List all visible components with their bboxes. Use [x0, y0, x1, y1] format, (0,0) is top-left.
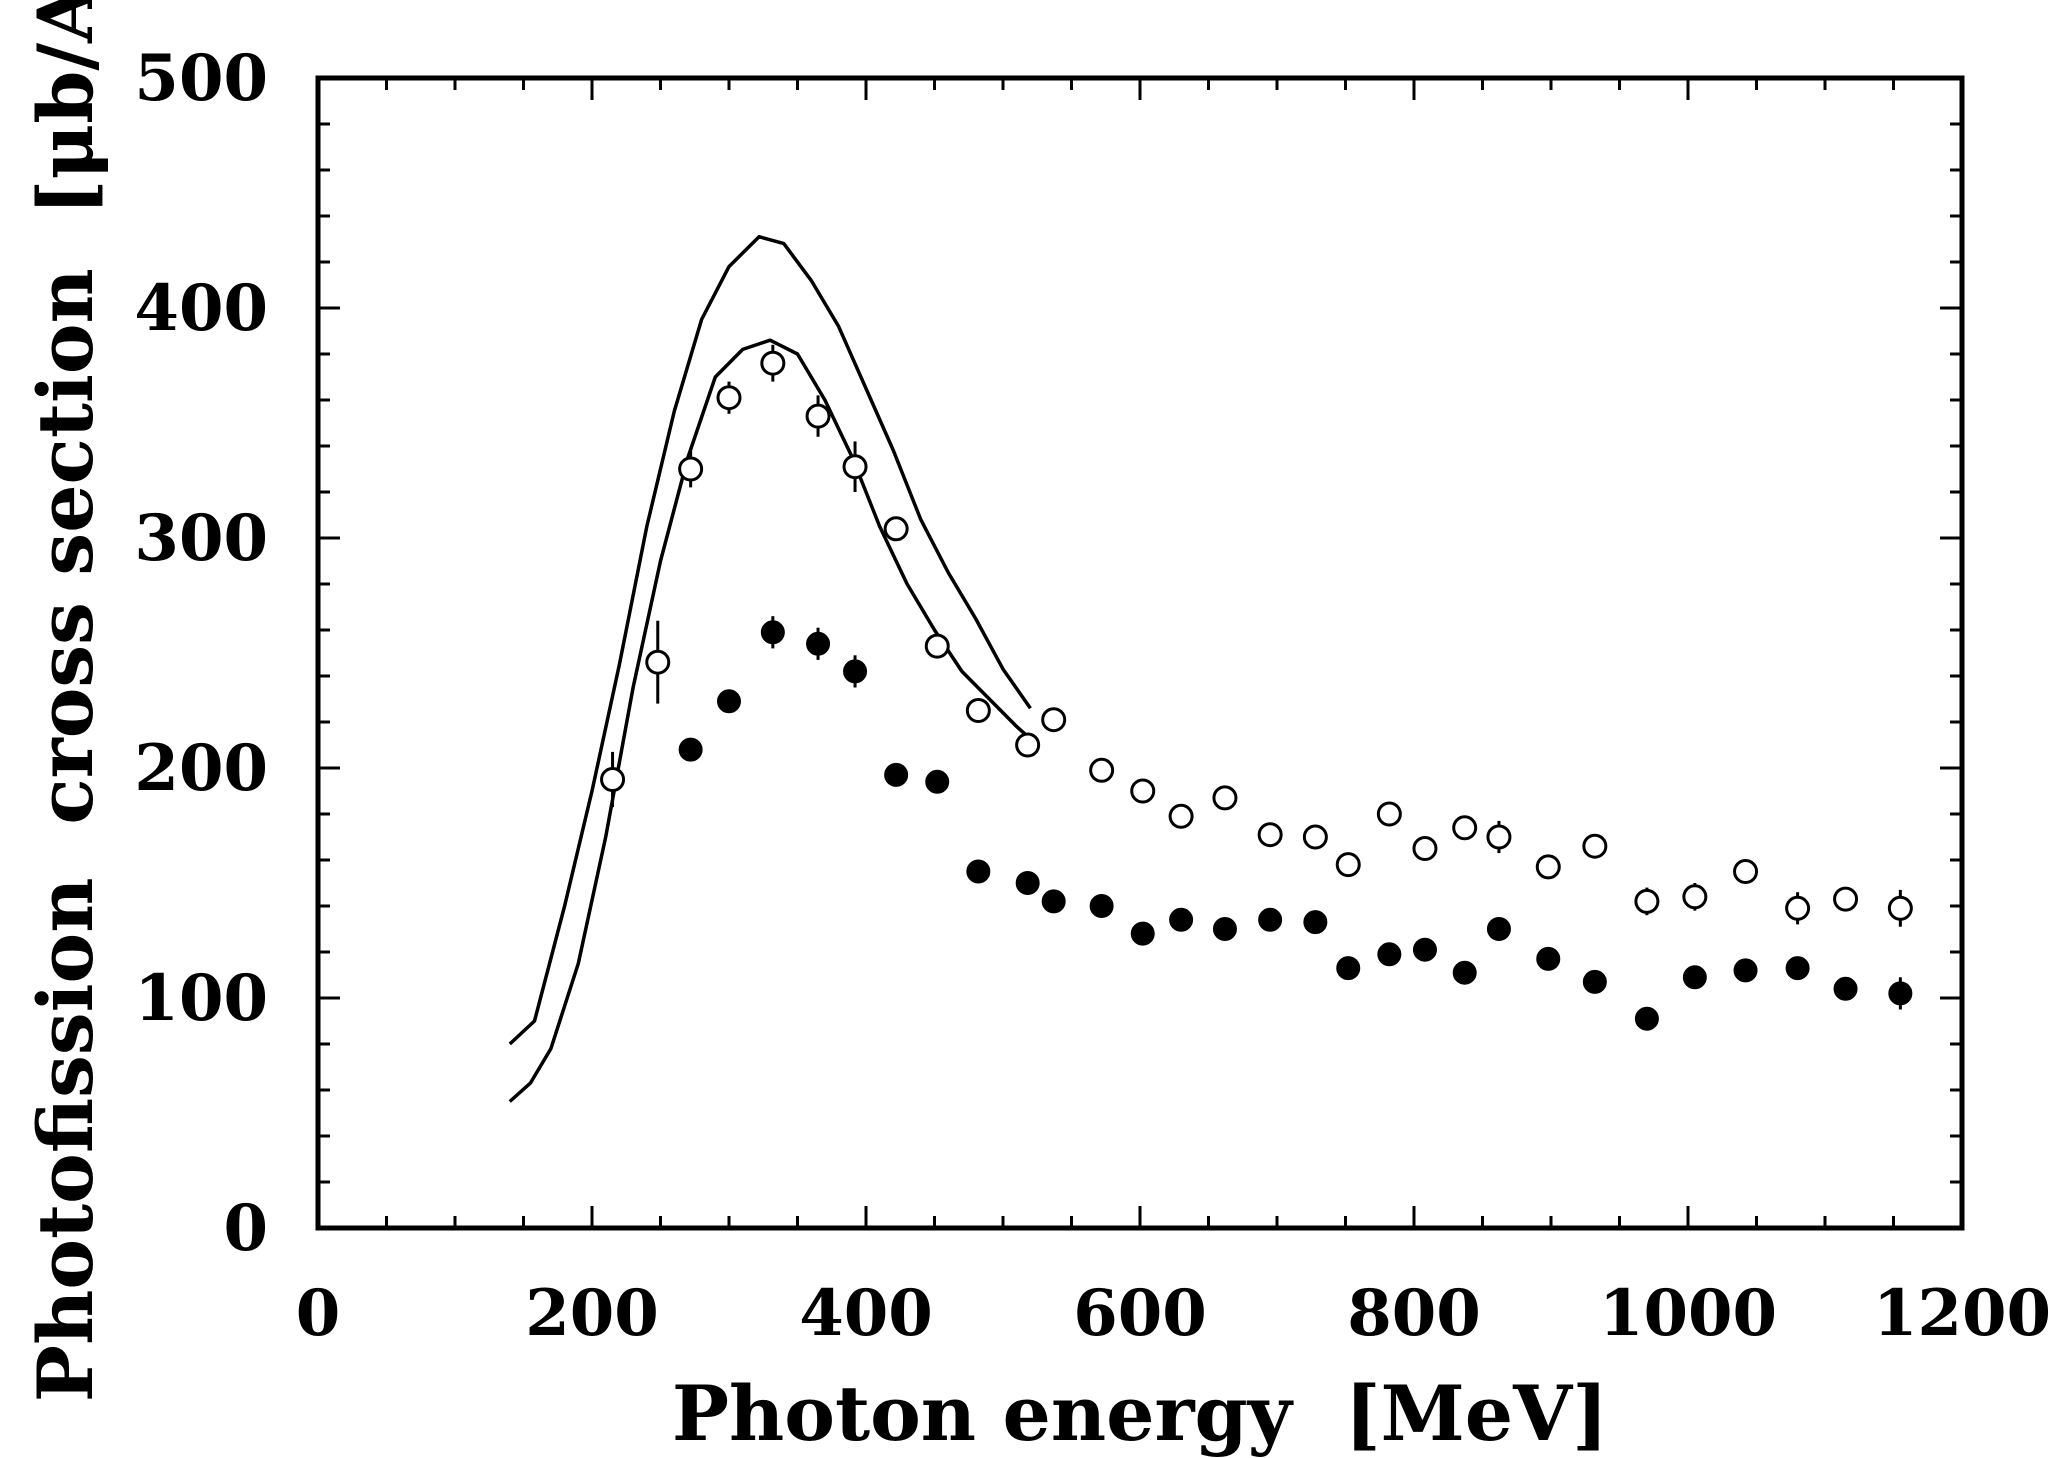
open-data-point — [1302, 824, 1328, 850]
filled-data-point — [1833, 976, 1858, 1001]
open-data-point — [600, 767, 626, 792]
plot-area-border — [315, 75, 1965, 1231]
open-data-point — [1041, 707, 1067, 733]
open-data-point — [1785, 895, 1811, 921]
open-data-point — [1130, 778, 1156, 804]
filled-data-point — [1377, 942, 1402, 967]
open-data-point — [645, 649, 671, 675]
x-tick-label: 600 — [1073, 1276, 1207, 1351]
x-tick-label: 1200 — [1873, 1276, 2049, 1351]
open-data-point — [842, 454, 868, 480]
model-curve — [508, 338, 1039, 1103]
x-tick-label: 1000 — [1599, 1276, 1777, 1351]
filled-data-point — [925, 769, 950, 794]
filled-data-point — [966, 859, 991, 884]
open-data-point — [1682, 884, 1708, 910]
filled-data-point — [1336, 956, 1361, 981]
axis-ticks — [316, 76, 1964, 1230]
open-data-point — [1733, 859, 1759, 884]
y-tick-label: 100 — [134, 961, 268, 1036]
filled-data-point — [843, 659, 868, 684]
open-data-point — [1634, 888, 1660, 914]
open-data-point — [1582, 833, 1608, 859]
open-data-point — [760, 350, 786, 376]
filled-data-point — [1412, 937, 1437, 962]
open-data-point — [716, 385, 742, 411]
filled-data-point — [1089, 894, 1114, 918]
filled-data-point — [1888, 981, 1913, 1006]
filled-data-point — [1452, 960, 1477, 985]
filled-data-point — [1733, 958, 1758, 983]
filled-data-point — [1130, 921, 1155, 946]
y-tick-labels: 0 100 200 300 400 500 — [134, 41, 268, 1266]
filled-data-point — [884, 762, 909, 787]
open-data-point — [1833, 886, 1859, 912]
open-data-point — [805, 403, 831, 429]
open-data-point — [1887, 895, 1913, 921]
x-tick-label: 0 — [296, 1276, 341, 1351]
data-points — [600, 344, 1913, 1031]
filled-data-point — [1682, 965, 1707, 990]
filled-data-point — [1785, 956, 1810, 981]
filled-data-point — [1486, 917, 1511, 941]
open-data-point — [1015, 732, 1041, 758]
open-data-point — [1212, 785, 1238, 811]
model-curve — [508, 234, 1032, 1046]
x-tick-labels: 0 200 400 600 800 1000 1200 — [296, 1276, 2049, 1351]
open-data-point — [1376, 801, 1402, 827]
open-data-point — [1335, 852, 1361, 878]
x-tick-label: 400 — [799, 1276, 933, 1351]
y-tick-label: 0 — [223, 1191, 268, 1266]
y-tick-label: 300 — [134, 501, 268, 576]
y-tick-label: 500 — [134, 41, 268, 116]
filled-data-point — [1015, 871, 1040, 895]
open-data-point — [1412, 836, 1438, 861]
filled-data-point — [1212, 917, 1237, 941]
filled-data-point — [1258, 907, 1283, 932]
y-tick-label: 400 — [134, 271, 268, 346]
open-data-point — [1535, 854, 1561, 880]
y-tick-label: 200 — [134, 731, 268, 806]
filled-data-point — [760, 620, 785, 645]
open-data-point — [883, 516, 909, 542]
open-data-point — [924, 633, 950, 659]
open-data-point — [1486, 824, 1512, 850]
filled-data-point — [1582, 969, 1607, 994]
open-data-point — [1089, 757, 1115, 783]
open-data-point — [1168, 803, 1194, 829]
y-axis-title: Photofission cross section [μb/A] — [21, 0, 110, 1402]
filled-data-point — [806, 631, 831, 656]
filled-data-point — [1041, 889, 1066, 914]
filled-data-point — [1634, 1006, 1659, 1031]
open-data-point — [965, 698, 991, 723]
open-data-point — [678, 456, 704, 482]
plot-frame — [315, 75, 1965, 1231]
x-axis-title: Photon energy [MeV] — [672, 1369, 1608, 1458]
x-tick-label: 800 — [1347, 1276, 1481, 1351]
open-data-point — [1452, 815, 1478, 841]
x-tick-label: 200 — [525, 1276, 659, 1351]
filled-data-point — [1303, 910, 1328, 935]
filled-data-point — [1536, 946, 1561, 971]
open-data-point — [1257, 822, 1283, 848]
filled-data-point — [717, 689, 741, 714]
model-curves — [508, 234, 1039, 1103]
filled-data-point — [678, 737, 703, 762]
filled-data-point — [1169, 907, 1194, 932]
